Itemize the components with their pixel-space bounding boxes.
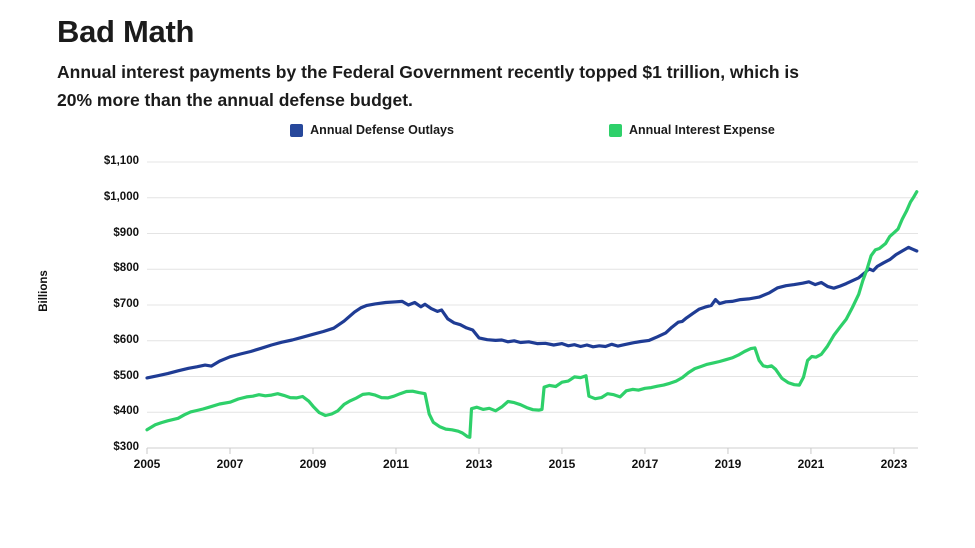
legend-item-interest-expense: Annual Interest Expense bbox=[608, 123, 775, 137]
page-title: Bad Math bbox=[57, 14, 195, 49]
series-line-interest-expense bbox=[145, 190, 919, 439]
defense-outlays-swatch-icon bbox=[290, 123, 304, 137]
x-tick-label: 2017 bbox=[631, 457, 659, 471]
y-tick-label: $900 bbox=[113, 226, 139, 239]
interest-expense-swatch-icon bbox=[608, 123, 622, 137]
x-tick-label: 2013 bbox=[465, 457, 493, 471]
y-tick-label: $1,100 bbox=[103, 155, 139, 167]
x-tick-label: 2009 bbox=[299, 457, 327, 471]
chart-subtitle: Annual interest payments by the Federal … bbox=[57, 58, 937, 114]
legend-label-interest-expense: Annual Interest Expense bbox=[628, 123, 775, 137]
subtitle-line-1: Annual interest payments by the Federal … bbox=[57, 62, 799, 82]
subtitle-line-2: 20% more than the annual defense budget. bbox=[57, 90, 413, 110]
y-tick-label: $500 bbox=[113, 369, 139, 382]
y-tick-label: $700 bbox=[113, 298, 139, 310]
y-tick-label: $1,000 bbox=[103, 190, 139, 203]
legend-label-defense-outlays: Annual Defense Outlays bbox=[310, 123, 454, 137]
y-tick-label: $600 bbox=[113, 333, 139, 346]
x-tick-label: 2023 bbox=[880, 457, 908, 471]
x-tick-label: 2005 bbox=[133, 457, 161, 471]
y-tick-label: $400 bbox=[113, 405, 139, 418]
x-tick-label: 2019 bbox=[714, 457, 742, 471]
x-tick-label: 2021 bbox=[797, 457, 825, 471]
x-tick-label: 2007 bbox=[216, 457, 244, 471]
legend-item-defense-outlays: Annual Defense Outlays bbox=[290, 123, 454, 137]
chart-legend: Annual Defense Outlays Annual Interest E… bbox=[147, 123, 918, 137]
x-tick-label: 2011 bbox=[382, 457, 409, 471]
series-line-defense-outlays bbox=[145, 245, 919, 380]
y-tick-label: $300 bbox=[113, 441, 139, 453]
y-tick-label: $800 bbox=[113, 262, 139, 275]
x-tick-label: 2015 bbox=[548, 457, 576, 471]
